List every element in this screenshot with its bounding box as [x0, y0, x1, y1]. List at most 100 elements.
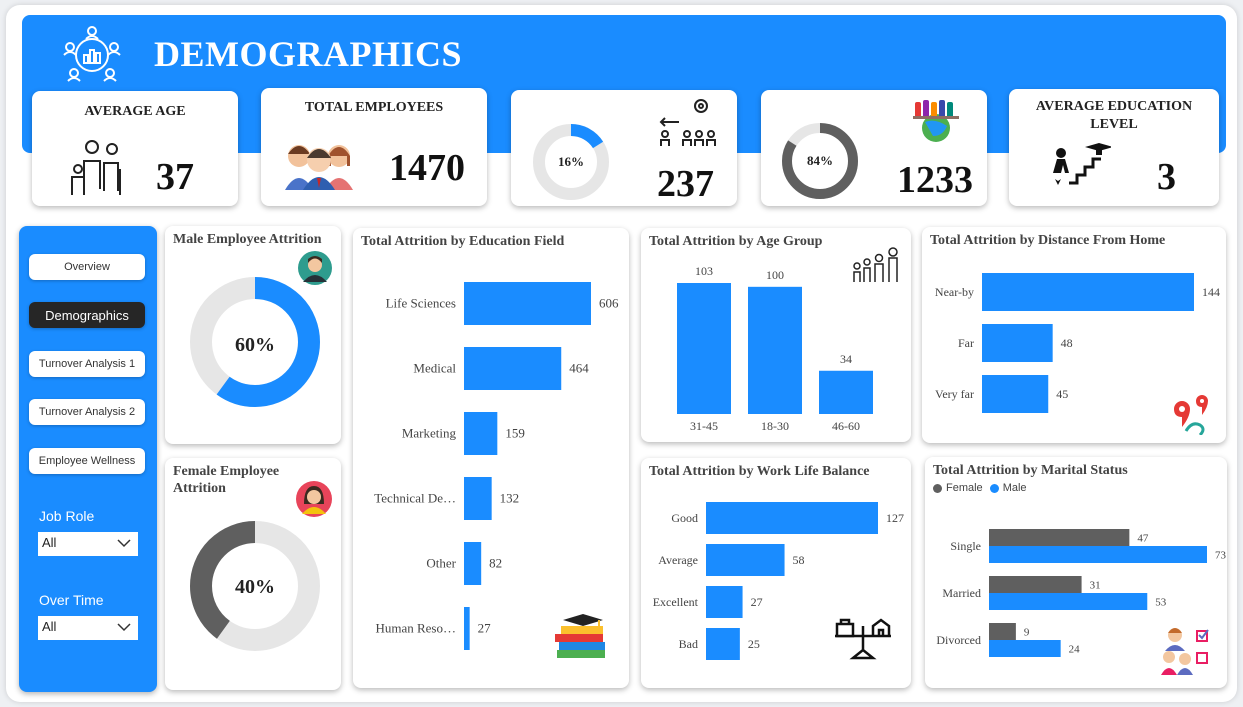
data-label: 31 [1090, 580, 1101, 592]
data-label: 27 [478, 621, 492, 636]
data-label: 25 [748, 637, 760, 651]
work-life-chart: Good 127 Average 58 Excellent 27 Bad 25 [653, 502, 904, 660]
female-avatar-icon [296, 481, 332, 517]
chart-title: Total Attrition by Marital Status [933, 463, 1128, 478]
bar-female-0 [989, 529, 1130, 546]
bar-2 [819, 370, 873, 414]
data-label: 82 [489, 556, 502, 571]
retained-percent: 84% [807, 153, 833, 168]
kpi-value: 1470 [389, 147, 465, 189]
legend-male: Male [1002, 482, 1027, 494]
category-label: Very far [935, 387, 974, 401]
legend-female: Female [946, 482, 983, 494]
work-life-card: Total Attrition by Work Life Balance Goo… [641, 458, 911, 688]
data-label: 27 [751, 595, 763, 609]
data-label: 132 [500, 491, 519, 506]
kpi-label: AVERAGE AGE [84, 104, 186, 119]
data-label: 100 [766, 268, 784, 282]
category-label: Life Sciences [386, 296, 456, 311]
female-attrition-card: Female Employee Attrition 40% [165, 458, 341, 690]
category-label: Technical De… [374, 491, 456, 506]
data-label: 48 [1061, 336, 1073, 350]
age-group-card: Total Attrition by Age Group 103 31-45 100… [641, 228, 911, 442]
nav-employee-wellness[interactable]: Employee Wellness [29, 448, 145, 474]
kpi-label: TOTAL EMPLOYEES [304, 100, 444, 115]
education-field-card: Total Attrition by Education Field Life … [353, 228, 629, 688]
data-label: 606 [599, 296, 619, 311]
employee-exit-icon [659, 99, 716, 146]
category-label: Average [658, 553, 698, 567]
bar-2 [464, 412, 498, 455]
kpi-attrition: 16% 237 [511, 90, 737, 206]
bar-5 [464, 607, 470, 650]
job-role-value: All [42, 535, 57, 550]
data-label: 58 [793, 553, 805, 567]
nav-demographics[interactable]: Demographics [29, 302, 145, 328]
couple-checklist-icon [1161, 628, 1209, 675]
data-label: 464 [569, 361, 589, 376]
over-time-value: All [42, 619, 57, 634]
data-label: 127 [886, 511, 904, 525]
kpi-label: AVERAGE EDUCATION LEVEL [1035, 99, 1193, 132]
chart-title: Total Attrition by Work Life Balance [649, 464, 870, 479]
nav-overview[interactable]: Overview [29, 254, 145, 280]
bar-1 [464, 347, 562, 390]
education-stairs-icon [1053, 143, 1111, 185]
bar-1 [748, 286, 802, 414]
age-group-people-icon [853, 247, 898, 282]
job-role-label: Job Role [39, 508, 95, 524]
category-label: Married [942, 586, 981, 600]
category-label: 18-30 [761, 419, 789, 433]
bar-0 [706, 502, 878, 534]
job-role-slicer[interactable]: All [38, 532, 138, 556]
kpi-total-employees: TOTAL EMPLOYEES 1470 [261, 88, 487, 206]
male-attrition-card: Male Employee Attrition 60% [165, 226, 341, 444]
chart-title: Total Attrition by Age Group [649, 234, 823, 249]
bar-3 [464, 477, 492, 520]
kpi-retained: 84% 1233 [761, 90, 987, 206]
kpi-average-age: AVERAGE AGE 37 [32, 91, 238, 206]
category-label: Bad [679, 637, 698, 651]
category-label: Medical [413, 361, 456, 376]
male-donut [190, 277, 320, 407]
category-label: Human Reso… [375, 621, 456, 636]
data-label: 159 [505, 426, 525, 441]
attrition-percent: 16% [558, 154, 584, 169]
bar-female-2 [989, 623, 1016, 640]
age-group-chart: 103 31-45 100 18-30 34 46-60 [677, 264, 873, 433]
marital-status-card: Total Attrition by Marital Status Female… [925, 457, 1227, 688]
family-icon [71, 140, 121, 195]
bar-1 [982, 324, 1053, 362]
nav-turnover-analysis-1[interactable]: Turnover Analysis 1 [29, 351, 145, 377]
category-label: Excellent [653, 595, 699, 609]
nav-turnover-analysis-2[interactable]: Turnover Analysis 2 [29, 399, 145, 425]
chart-legend: Female Male [933, 482, 1027, 494]
bar-male-2 [989, 640, 1061, 657]
chart-title: Total Attrition by Distance From Home [930, 233, 1166, 248]
kpi-value: 37 [156, 156, 194, 198]
category-label: Divorced [936, 633, 981, 647]
marital-status-chart: 47 73 Single 31 53 Married 9 24 Divorced [936, 529, 1227, 657]
category-label: Far [958, 336, 974, 350]
data-label: 53 [1155, 597, 1167, 609]
data-label: 9 [1024, 627, 1030, 639]
bar-4 [464, 542, 482, 585]
demographics-logo-icon [63, 26, 121, 82]
category-label: 46-60 [832, 419, 860, 433]
books-icon [555, 614, 605, 658]
kpi-value: 3 [1157, 156, 1176, 198]
bar-male-0 [989, 546, 1207, 563]
chart-title: Total Attrition by Education Field [361, 234, 565, 249]
over-time-slicer[interactable]: All [38, 616, 138, 640]
category-label: 31-45 [690, 419, 718, 433]
balance-scale-icon [835, 618, 891, 660]
data-label: 73 [1215, 550, 1227, 562]
bar-2 [706, 586, 743, 618]
legend-dot-male [989, 483, 999, 493]
data-label: 24 [1069, 644, 1081, 656]
data-label: 45 [1056, 387, 1068, 401]
data-label: 103 [695, 264, 713, 278]
diverse-people-icon [913, 100, 959, 142]
panel-title: Male Employee Attrition [173, 232, 322, 247]
bar-1 [706, 544, 785, 576]
